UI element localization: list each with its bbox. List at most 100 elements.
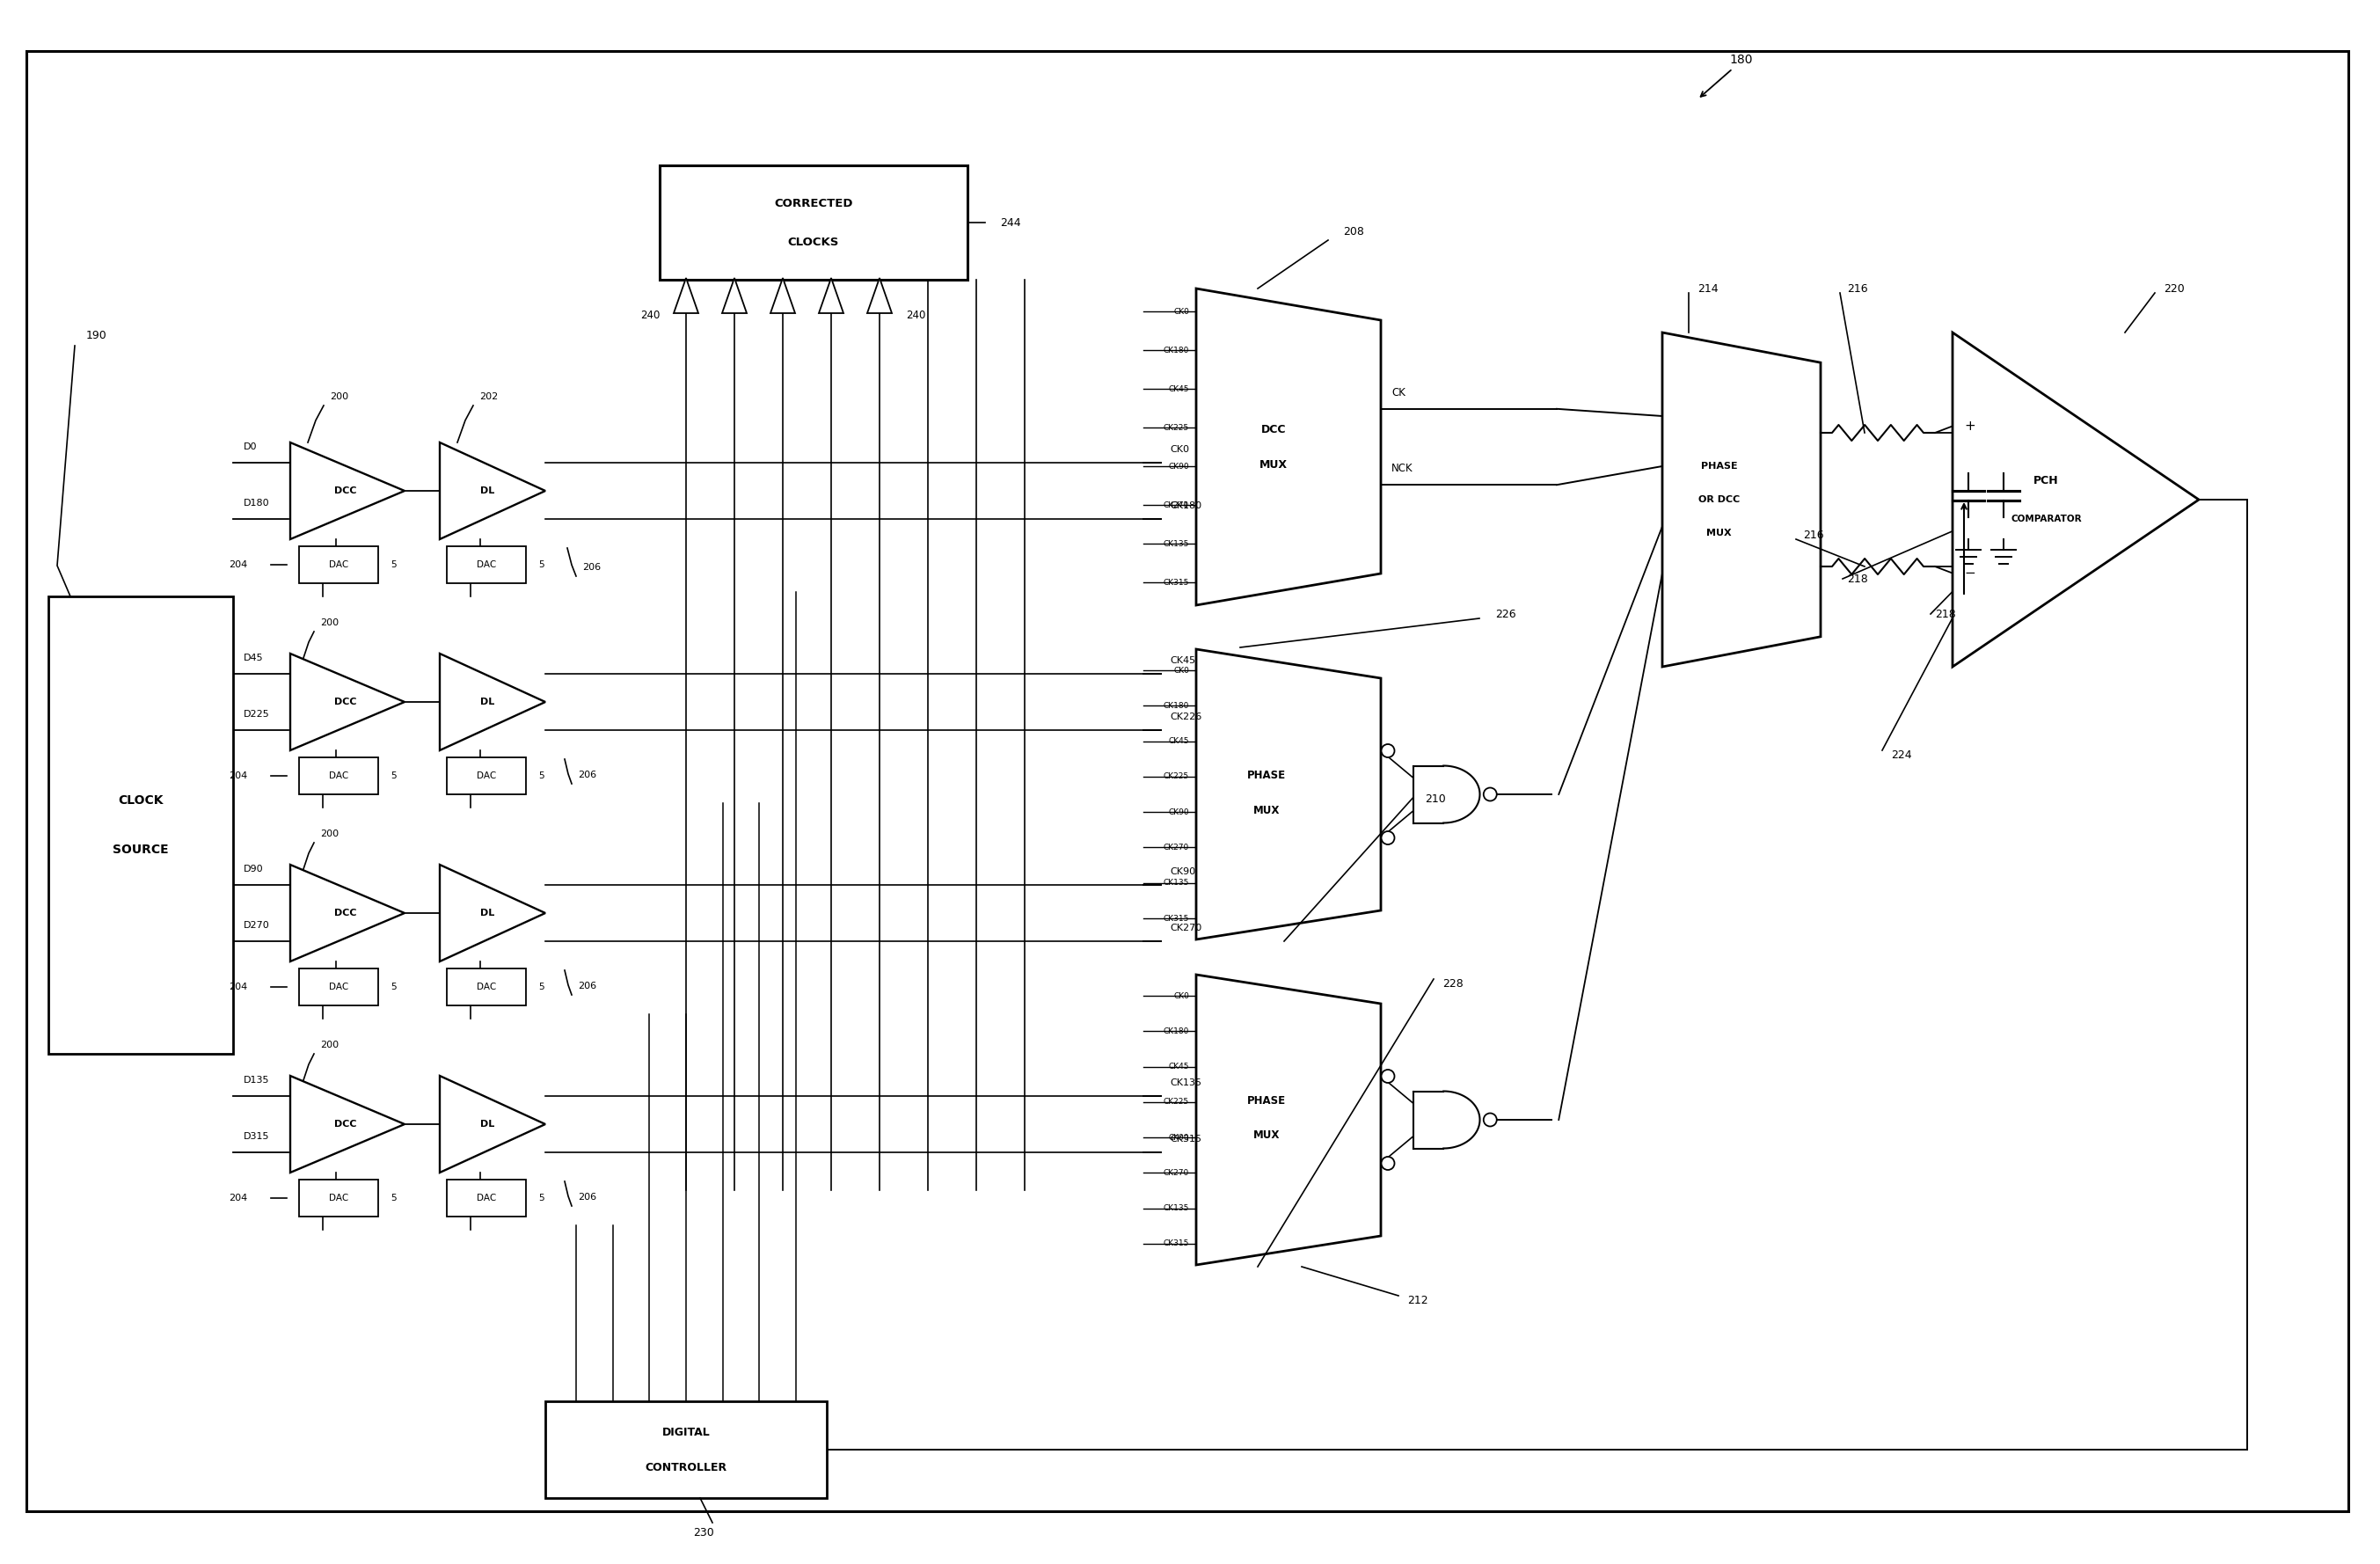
Polygon shape <box>290 865 405 962</box>
Text: DAC: DAC <box>328 560 347 569</box>
Text: CK180: CK180 <box>1164 346 1190 353</box>
Text: D0: D0 <box>243 443 257 452</box>
Text: 200: 200 <box>331 393 347 400</box>
Text: D315: D315 <box>243 1132 269 1140</box>
Text: D270: D270 <box>243 921 269 929</box>
Text: 240: 240 <box>907 310 926 321</box>
Polygon shape <box>290 654 405 751</box>
Bar <box>659 166 969 280</box>
Text: CK225: CK225 <box>1164 424 1190 432</box>
Text: DAC: DAC <box>476 771 495 780</box>
Text: CK225: CK225 <box>1164 773 1190 780</box>
Text: CK315: CK315 <box>1171 1135 1202 1143</box>
Text: DAC: DAC <box>476 560 495 569</box>
Text: CK270: CK270 <box>1164 500 1190 508</box>
Text: 226: 226 <box>1495 608 1516 619</box>
Text: PHASE: PHASE <box>1247 1095 1285 1106</box>
Text: CK0: CK0 <box>1171 446 1190 454</box>
Text: DAC: DAC <box>328 771 347 780</box>
Polygon shape <box>1445 1092 1480 1148</box>
Bar <box>447 968 526 1006</box>
Text: DL: DL <box>481 486 495 496</box>
Text: 206: 206 <box>578 982 597 990</box>
Text: CK315: CK315 <box>1164 579 1190 586</box>
Text: PHASE: PHASE <box>1247 769 1285 780</box>
Text: 214: 214 <box>1697 283 1718 294</box>
Text: 5: 5 <box>538 560 545 569</box>
Text: 210: 210 <box>1426 793 1445 804</box>
Text: DL: DL <box>481 909 495 918</box>
Text: DCC: DCC <box>333 1120 357 1129</box>
Text: CLOCK: CLOCK <box>119 795 164 807</box>
Polygon shape <box>1445 766 1480 823</box>
Text: CK135: CK135 <box>1171 1079 1202 1087</box>
Text: DL: DL <box>481 1120 495 1129</box>
Text: 218: 218 <box>1847 572 1868 585</box>
Polygon shape <box>1197 974 1380 1265</box>
Text: PCH: PCH <box>2033 474 2059 486</box>
Text: CK90: CK90 <box>1169 463 1190 471</box>
Circle shape <box>1380 830 1395 845</box>
Text: 200: 200 <box>321 1040 338 1049</box>
Bar <box>48 596 233 1054</box>
Bar <box>1414 1092 1445 1148</box>
Text: 206: 206 <box>578 1193 597 1201</box>
Polygon shape <box>721 278 747 313</box>
Text: CK226: CK226 <box>1171 713 1202 721</box>
Bar <box>545 1401 826 1498</box>
Polygon shape <box>1197 649 1380 940</box>
Text: CK90: CK90 <box>1169 1134 1190 1142</box>
Text: CONTROLLER: CONTROLLER <box>645 1461 726 1473</box>
Text: DAC: DAC <box>328 1193 347 1203</box>
Text: MUX: MUX <box>1259 458 1288 471</box>
Text: CK270: CK270 <box>1171 924 1202 932</box>
Text: CK315: CK315 <box>1164 1240 1190 1248</box>
Text: CK45: CK45 <box>1169 1062 1190 1071</box>
Text: 190: 190 <box>86 330 107 341</box>
Text: 244: 244 <box>1000 217 1021 228</box>
Text: 216: 216 <box>1804 529 1823 541</box>
Text: 204: 204 <box>228 771 248 780</box>
Text: CK45: CK45 <box>1169 737 1190 744</box>
Text: COMPARATOR: COMPARATOR <box>2011 515 2082 524</box>
Polygon shape <box>440 865 545 962</box>
Text: CK45: CK45 <box>1171 657 1195 665</box>
Text: 224: 224 <box>1892 749 1911 760</box>
Text: OR DCC: OR DCC <box>1699 496 1740 504</box>
Text: DAC: DAC <box>476 1193 495 1203</box>
Bar <box>300 968 378 1006</box>
Text: D180: D180 <box>243 499 269 508</box>
Text: DCC: DCC <box>333 909 357 918</box>
Text: CK135: CK135 <box>1164 879 1190 887</box>
Text: 206: 206 <box>578 771 597 779</box>
Text: CK180: CK180 <box>1171 502 1202 510</box>
Bar <box>447 757 526 795</box>
Text: MUX: MUX <box>1252 1129 1280 1142</box>
Text: 206: 206 <box>583 563 600 572</box>
Circle shape <box>1380 744 1395 757</box>
Text: CK225: CK225 <box>1164 1098 1190 1106</box>
Polygon shape <box>1952 333 2199 666</box>
Text: DL: DL <box>481 698 495 707</box>
Text: DCC: DCC <box>1261 424 1285 435</box>
Text: NCK: NCK <box>1392 463 1414 474</box>
Circle shape <box>1380 1070 1395 1082</box>
Text: 220: 220 <box>2163 283 2185 294</box>
Polygon shape <box>1197 288 1380 605</box>
Polygon shape <box>440 1076 545 1173</box>
Text: D225: D225 <box>243 710 269 719</box>
Text: CK180: CK180 <box>1164 702 1190 710</box>
Text: DAC: DAC <box>476 982 495 992</box>
Text: CK45: CK45 <box>1169 385 1190 393</box>
Text: 208: 208 <box>1342 225 1364 238</box>
Text: CK0: CK0 <box>1173 308 1190 316</box>
Text: DCC: DCC <box>333 698 357 707</box>
Text: 180: 180 <box>1730 53 1754 66</box>
Text: CORRECTED: CORRECTED <box>774 197 852 210</box>
Circle shape <box>1483 788 1497 801</box>
Text: 230: 230 <box>693 1528 714 1539</box>
Polygon shape <box>290 443 405 540</box>
Text: 5: 5 <box>390 560 397 569</box>
Text: 204: 204 <box>228 560 248 569</box>
Text: 5: 5 <box>390 771 397 780</box>
